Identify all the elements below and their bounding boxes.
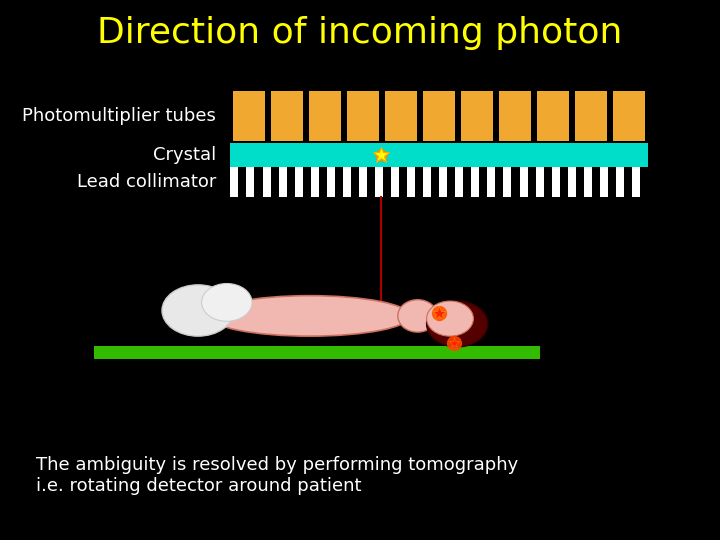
Text: Lead collimator: Lead collimator <box>76 173 216 191</box>
Bar <box>287 167 294 197</box>
Bar <box>233 91 266 141</box>
Bar <box>632 167 640 197</box>
Ellipse shape <box>162 285 234 336</box>
Bar <box>271 167 279 197</box>
Bar <box>302 167 311 197</box>
Bar <box>616 167 624 197</box>
Bar <box>584 167 592 197</box>
Bar <box>399 167 407 197</box>
Bar <box>351 167 359 197</box>
Bar <box>431 167 439 197</box>
Bar <box>575 91 607 141</box>
Bar <box>347 91 379 141</box>
Bar <box>294 167 302 197</box>
Bar <box>230 143 648 167</box>
Bar <box>423 167 431 197</box>
Bar <box>455 167 463 197</box>
Bar <box>472 167 480 197</box>
Ellipse shape <box>202 284 252 321</box>
Bar <box>311 167 319 197</box>
Bar <box>309 91 341 141</box>
Ellipse shape <box>397 300 438 332</box>
Bar <box>461 91 493 141</box>
Bar <box>640 167 648 197</box>
Ellipse shape <box>209 295 410 336</box>
Bar <box>415 167 423 197</box>
Bar <box>559 167 567 197</box>
Bar <box>536 167 544 197</box>
Bar <box>343 167 351 197</box>
Bar <box>391 167 399 197</box>
Bar <box>375 167 383 197</box>
Text: Direction of incoming photon: Direction of incoming photon <box>97 16 623 50</box>
Bar <box>439 167 447 197</box>
Text: The ambiguity is resolved by performing tomography
i.e. rotating detector around: The ambiguity is resolved by performing … <box>36 456 518 495</box>
Bar <box>447 167 455 197</box>
Bar <box>487 167 495 197</box>
Bar <box>576 167 584 197</box>
Bar <box>600 167 608 197</box>
Bar <box>327 167 335 197</box>
Ellipse shape <box>426 301 488 347</box>
Bar <box>608 167 616 197</box>
Bar <box>613 91 645 141</box>
Bar <box>567 167 576 197</box>
Bar <box>552 167 559 197</box>
Ellipse shape <box>426 301 474 336</box>
Bar <box>246 167 254 197</box>
Bar <box>537 91 570 141</box>
Bar <box>271 91 303 141</box>
Bar <box>528 167 536 197</box>
Bar <box>263 167 271 197</box>
Bar <box>319 167 327 197</box>
Bar <box>495 167 503 197</box>
Bar <box>383 167 391 197</box>
Bar <box>385 91 418 141</box>
Bar <box>624 167 632 197</box>
Bar <box>480 167 487 197</box>
Text: Crystal: Crystal <box>153 146 216 164</box>
Bar <box>544 167 552 197</box>
Bar <box>367 167 375 197</box>
Bar <box>511 167 520 197</box>
Bar <box>463 167 472 197</box>
Bar <box>520 167 528 197</box>
Bar <box>592 167 600 197</box>
Bar <box>499 91 531 141</box>
Bar <box>359 167 367 197</box>
Bar <box>423 91 455 141</box>
Bar <box>407 167 415 197</box>
Bar <box>279 167 287 197</box>
Bar <box>503 167 511 197</box>
Bar <box>230 167 238 197</box>
Bar <box>254 167 263 197</box>
Bar <box>94 346 540 359</box>
Text: Photomultiplier tubes: Photomultiplier tubes <box>22 107 216 125</box>
Bar <box>335 167 343 197</box>
Bar <box>238 167 246 197</box>
